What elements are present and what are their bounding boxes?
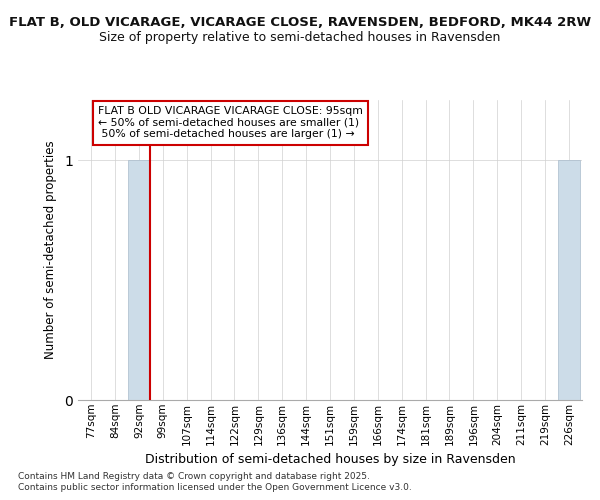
Text: FLAT B OLD VICARAGE VICARAGE CLOSE: 95sqm
← 50% of semi-detached houses are smal: FLAT B OLD VICARAGE VICARAGE CLOSE: 95sq… <box>98 106 363 139</box>
Bar <box>128 160 149 400</box>
Y-axis label: Number of semi-detached properties: Number of semi-detached properties <box>44 140 58 360</box>
Text: FLAT B, OLD VICARAGE, VICARAGE CLOSE, RAVENSDEN, BEDFORD, MK44 2RW: FLAT B, OLD VICARAGE, VICARAGE CLOSE, RA… <box>9 16 591 29</box>
X-axis label: Distribution of semi-detached houses by size in Ravensden: Distribution of semi-detached houses by … <box>145 453 515 466</box>
Text: Size of property relative to semi-detached houses in Ravensden: Size of property relative to semi-detach… <box>100 31 500 44</box>
Text: Contains HM Land Registry data © Crown copyright and database right 2025.: Contains HM Land Registry data © Crown c… <box>18 472 370 481</box>
Text: Contains public sector information licensed under the Open Government Licence v3: Contains public sector information licen… <box>18 484 412 492</box>
Bar <box>558 160 580 400</box>
